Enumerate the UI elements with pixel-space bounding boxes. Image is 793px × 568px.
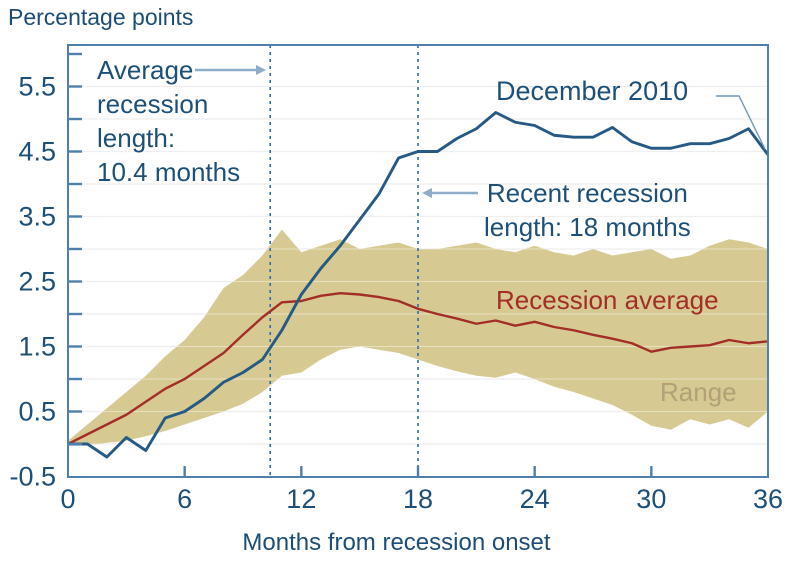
x-tick-label: 36 (753, 484, 783, 514)
x-tick-label: 18 (403, 484, 433, 514)
range-band (68, 229, 768, 446)
y-tick-label: 0.5 (18, 397, 56, 427)
annotation-average-recession-length: Average recession length: 10.4 months (97, 55, 241, 187)
december-2010-line (68, 111, 770, 459)
y-axis-title: Percentage points (8, 4, 194, 30)
y-tick-label: -0.5 (9, 462, 56, 492)
x-tick-label: 12 (286, 484, 316, 514)
recession-average-line (67, 292, 769, 446)
arrow-average-length-head-icon (256, 65, 266, 75)
x-tick-label: 0 (60, 484, 75, 514)
december-2010-leader-line (716, 95, 766, 150)
y-tick-label: 2.5 (18, 267, 56, 297)
x-tick-label: 24 (520, 484, 550, 514)
arrow-recent-length-head-icon (422, 188, 432, 198)
series-label-recession-average: Recession average (496, 285, 719, 315)
x-tick-label: 6 (177, 484, 192, 514)
y-tick-label: 1.5 (18, 332, 56, 362)
series-label-range: Range (660, 377, 737, 407)
x-tick-label: 30 (636, 484, 666, 514)
y-tick-label: 4.5 (18, 137, 56, 167)
annotation-recent-recession-length: Recent recession length: 18 months (484, 178, 691, 242)
annotation-december-2010: December 2010 (496, 76, 689, 106)
x-axis-title: Months from recession onset (242, 529, 551, 556)
y-tick-label: 5.5 (18, 72, 56, 102)
y-tick-label: 3.5 (18, 202, 56, 232)
